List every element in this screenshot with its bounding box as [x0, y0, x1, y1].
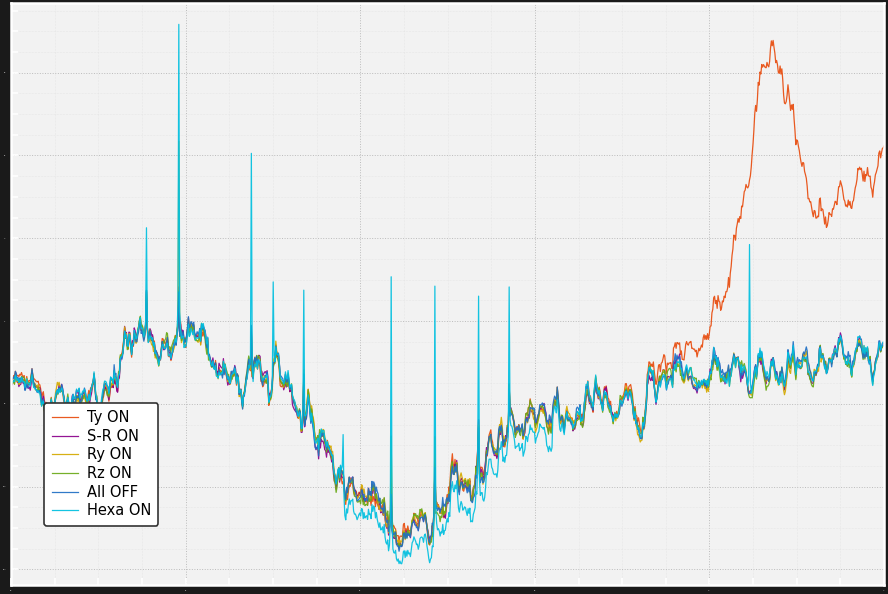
Hexa ON: [173, 21, 184, 28]
Hexa ON: [5, 381, 16, 388]
Ty ON: [390, 526, 400, 533]
Line: All OFF: All OFF: [11, 290, 884, 551]
Rz ON: [141, 287, 152, 294]
Ty ON: [359, 495, 369, 502]
S-R ON: [879, 341, 888, 348]
All OFF: [393, 548, 404, 555]
S-R ON: [704, 373, 715, 380]
Hexa ON: [879, 339, 888, 346]
Rz ON: [360, 502, 370, 509]
S-R ON: [173, 284, 184, 291]
Ty ON: [879, 143, 888, 150]
Ry ON: [688, 383, 699, 390]
Line: Ry ON: Ry ON: [11, 141, 884, 545]
Ty ON: [703, 336, 714, 343]
All OFF: [141, 287, 152, 294]
Rz ON: [393, 544, 404, 551]
Ty ON: [687, 345, 698, 352]
S-R ON: [5, 384, 16, 391]
Rz ON: [5, 383, 16, 390]
Ry ON: [95, 414, 106, 421]
Hexa ON: [607, 413, 618, 420]
Legend: Ty ON, S-R ON, Ry ON, Rz ON, All OFF, Hexa ON: Ty ON, S-R ON, Ry ON, Rz ON, All OFF, He…: [44, 403, 158, 526]
Ry ON: [173, 138, 184, 145]
Ry ON: [393, 541, 404, 548]
Hexa ON: [396, 560, 407, 567]
Line: S-R ON: S-R ON: [11, 287, 884, 548]
Rz ON: [607, 413, 618, 421]
Rz ON: [391, 539, 401, 546]
Ty ON: [607, 407, 617, 414]
S-R ON: [360, 498, 370, 505]
Line: Rz ON: Rz ON: [11, 290, 884, 547]
S-R ON: [95, 416, 106, 424]
S-R ON: [688, 385, 699, 392]
Ry ON: [360, 493, 370, 500]
Rz ON: [688, 375, 699, 382]
Ty ON: [95, 418, 106, 425]
Ty ON: [5, 380, 16, 387]
Ry ON: [5, 383, 16, 390]
Rz ON: [95, 416, 106, 423]
Ry ON: [879, 342, 888, 349]
All OFF: [5, 377, 16, 384]
Ry ON: [704, 378, 715, 385]
All OFF: [704, 373, 715, 380]
Ry ON: [607, 415, 618, 422]
All OFF: [688, 383, 699, 390]
S-R ON: [607, 409, 618, 416]
Hexa ON: [704, 374, 715, 381]
All OFF: [391, 539, 401, 546]
Rz ON: [704, 380, 715, 387]
Line: Hexa ON: Hexa ON: [11, 24, 884, 564]
All OFF: [607, 413, 618, 420]
All OFF: [360, 498, 370, 505]
S-R ON: [391, 541, 401, 548]
Hexa ON: [391, 555, 401, 563]
All OFF: [95, 413, 106, 420]
Hexa ON: [360, 514, 370, 522]
Hexa ON: [95, 410, 106, 417]
S-R ON: [393, 544, 404, 551]
All OFF: [879, 342, 888, 349]
Rz ON: [879, 342, 888, 349]
Ty ON: [424, 542, 435, 549]
Ty ON: [768, 37, 779, 44]
Ry ON: [391, 534, 401, 541]
Line: Ty ON: Ty ON: [11, 40, 884, 545]
Hexa ON: [688, 377, 699, 384]
